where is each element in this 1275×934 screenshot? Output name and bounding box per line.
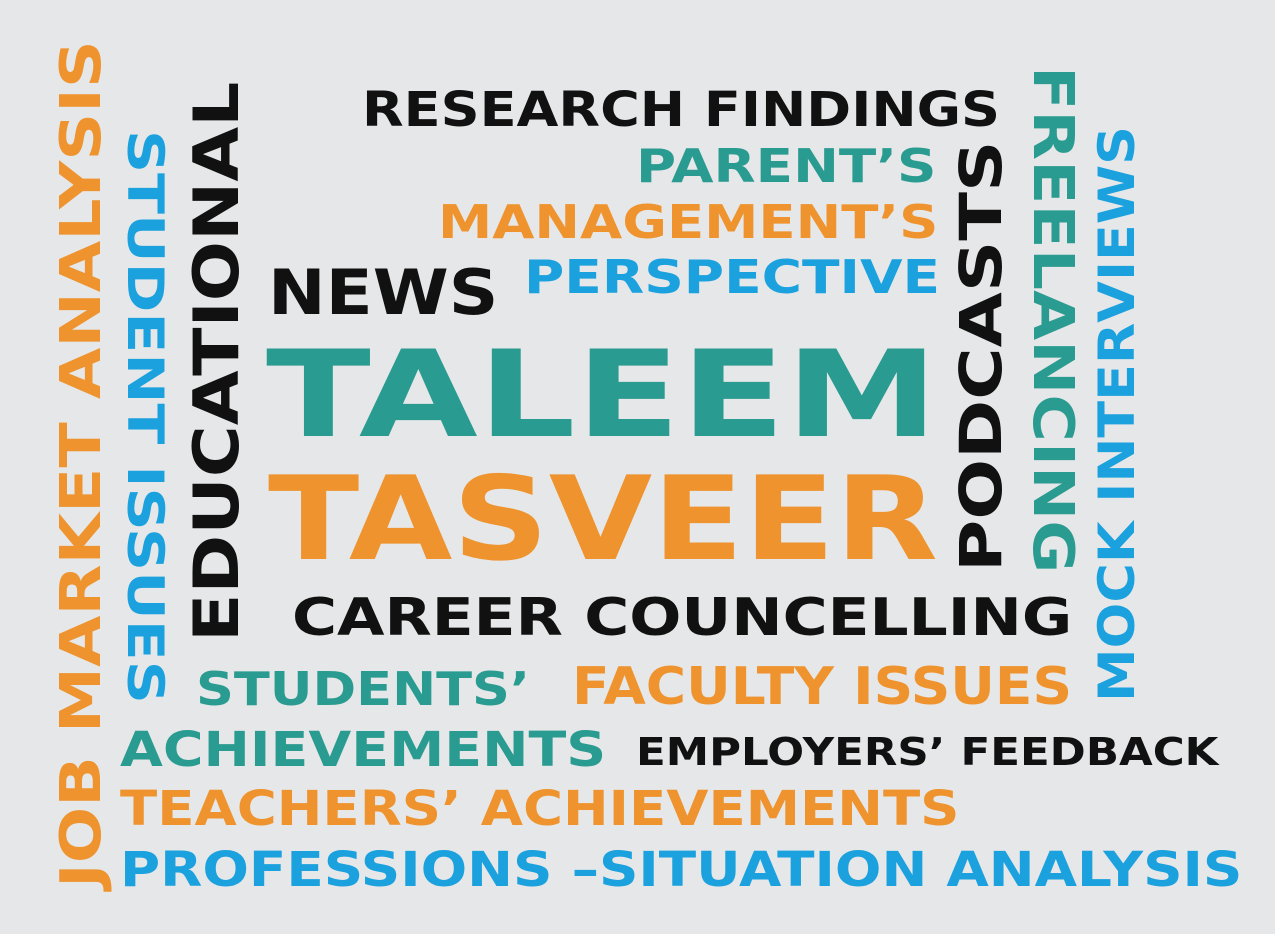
- word-tasveer: TASVEER: [268, 452, 939, 587]
- word-freelancing: FREELANCING: [1020, 66, 1085, 574]
- word-parents: PARENT’S: [636, 139, 937, 193]
- word-educational: EDUCATIONAL: [180, 81, 253, 642]
- word-job-market-analysis: JOB MARKET ANALYSIS: [49, 40, 114, 889]
- word-teachers-achievements: TEACHERS’ ACHIEVEMENTS: [120, 781, 960, 837]
- word-employers-feedback: EMPLOYERS’ FEEDBACK: [636, 730, 1219, 774]
- word-professions-situation-analysis: PROFESSIONS –SITUATION ANALYSIS: [120, 842, 1243, 898]
- word-taleem: TALEEM: [266, 326, 939, 465]
- word-managements: MANAGEMENT’S: [438, 195, 939, 249]
- word-career-councelling: CAREER COUNCELLING: [292, 588, 1073, 648]
- word-podcasts: PODCASTS: [947, 140, 1015, 572]
- word-student-issues: STUDENT ISSUES: [116, 130, 174, 704]
- word-achievements: ACHIEVEMENTS: [120, 722, 607, 778]
- word-research-findings: RESEARCH FINDINGS: [362, 82, 1000, 138]
- word-students: STUDENTS’: [196, 662, 530, 716]
- word-perspective: PERSPECTIVE: [524, 250, 941, 304]
- word-mock-interviews: MOCK INTERVIEWS: [1088, 126, 1146, 703]
- word-faculty-issues: FACULTY ISSUES: [572, 657, 1073, 717]
- word-news: NEWS: [268, 256, 499, 329]
